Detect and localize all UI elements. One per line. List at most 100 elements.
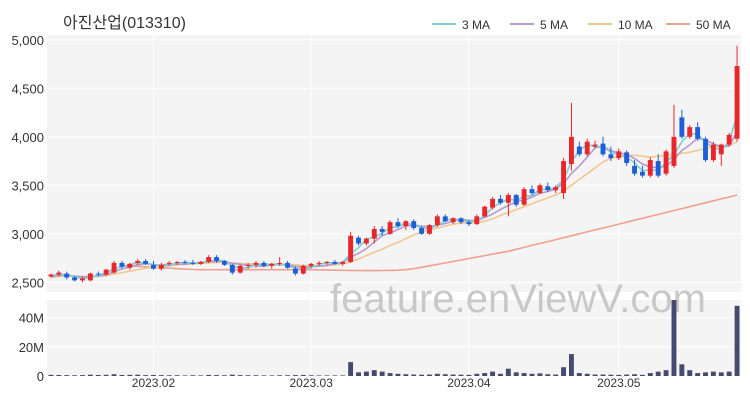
candle-body bbox=[221, 260, 227, 265]
volume-bar bbox=[64, 375, 70, 376]
candle-body bbox=[127, 263, 133, 268]
date-axis: 2023.02 2023.03 2023.04 2023.05 bbox=[132, 376, 641, 390]
volume-bar bbox=[450, 374, 456, 376]
volume-bar bbox=[521, 373, 527, 376]
ma5-line bbox=[50, 131, 738, 278]
volume-bar bbox=[474, 373, 480, 376]
candle-body bbox=[316, 262, 322, 264]
candle-body bbox=[332, 261, 338, 264]
volume-bar bbox=[411, 374, 417, 376]
volume-bar bbox=[679, 364, 685, 376]
volume-bar bbox=[545, 374, 551, 376]
volume-bar bbox=[632, 374, 637, 376]
volume-bar bbox=[600, 374, 606, 376]
volume-bar bbox=[48, 374, 54, 376]
volume-bar bbox=[229, 374, 235, 376]
volume-bar bbox=[498, 373, 503, 376]
candle-body bbox=[734, 66, 740, 139]
candle-body bbox=[285, 262, 290, 268]
volume-bar bbox=[174, 375, 180, 376]
volume-bar bbox=[332, 375, 338, 376]
volume-bar bbox=[182, 375, 188, 376]
volume-bar bbox=[143, 375, 149, 376]
candle-body bbox=[568, 136, 574, 164]
volume-bar bbox=[135, 374, 141, 376]
candle-body bbox=[529, 189, 535, 194]
volume-bar bbox=[576, 373, 582, 376]
candle-body bbox=[48, 274, 54, 277]
legend-label: 3 MA bbox=[462, 18, 490, 32]
legend-label: 50 MA bbox=[696, 18, 731, 32]
volume-bar bbox=[616, 374, 622, 376]
candle-body bbox=[300, 265, 306, 274]
candle-body bbox=[608, 154, 614, 159]
candle-body bbox=[703, 138, 708, 161]
candle-body bbox=[56, 272, 62, 275]
candle-body bbox=[482, 206, 488, 217]
candle-body bbox=[229, 264, 235, 273]
volume-bar bbox=[111, 374, 117, 376]
candle-body bbox=[379, 228, 385, 232]
volume-bar bbox=[261, 375, 267, 376]
volume-bar bbox=[726, 371, 732, 376]
volume-bar bbox=[663, 370, 669, 376]
volume-bar bbox=[395, 373, 401, 376]
volume-bar bbox=[119, 374, 125, 376]
volume-bar bbox=[269, 375, 275, 376]
volume-bar bbox=[316, 375, 322, 376]
volume-bar bbox=[285, 375, 290, 376]
candle-body bbox=[726, 134, 732, 145]
candle-body bbox=[356, 237, 361, 244]
volume-bar bbox=[592, 374, 598, 376]
volume-bar bbox=[214, 375, 220, 376]
candle-body bbox=[387, 222, 393, 234]
candle-body bbox=[584, 141, 590, 155]
candle-body bbox=[466, 222, 472, 225]
candle-body bbox=[269, 263, 275, 266]
candle-body bbox=[198, 261, 204, 264]
volume-bar bbox=[505, 368, 511, 376]
volume-bar bbox=[387, 373, 393, 376]
volume-bar bbox=[95, 374, 101, 376]
volume-bar bbox=[363, 371, 369, 376]
candle-body bbox=[190, 262, 196, 264]
candle-body bbox=[119, 262, 125, 267]
volume-bar bbox=[198, 375, 204, 376]
volume-bar bbox=[356, 372, 361, 376]
price-panel bbox=[47, 35, 741, 292]
legend: 3 MA 5 MA 10 MA 50 MA bbox=[432, 18, 731, 32]
volume-bar bbox=[419, 374, 425, 376]
candle-body bbox=[537, 185, 543, 194]
date-tick-label: 2023.03 bbox=[289, 376, 333, 390]
volume-bar bbox=[537, 373, 543, 376]
date-tick-label: 2023.04 bbox=[447, 376, 491, 390]
volume-bar bbox=[166, 375, 172, 376]
candle-body bbox=[87, 273, 93, 281]
volume-bar bbox=[561, 367, 567, 376]
volume-bar bbox=[371, 370, 377, 376]
volume-bar bbox=[340, 375, 346, 376]
volume-bar bbox=[734, 305, 740, 376]
volume-tick-label: 0 bbox=[37, 369, 44, 384]
volume-bar bbox=[151, 374, 156, 376]
candle-body bbox=[710, 144, 716, 161]
candle-body bbox=[308, 263, 314, 266]
volume-bar bbox=[703, 372, 708, 376]
volume-bar bbox=[466, 374, 472, 376]
candle-body bbox=[513, 195, 519, 205]
legend-label: 5 MA bbox=[540, 18, 568, 32]
candle-body bbox=[427, 225, 432, 234]
volume-bar bbox=[292, 375, 298, 376]
candle-body bbox=[135, 260, 141, 263]
volume-bar bbox=[513, 372, 519, 376]
volume-bar bbox=[87, 374, 93, 376]
candle-body bbox=[671, 136, 677, 166]
volume-bar bbox=[671, 300, 677, 376]
candle-body bbox=[521, 189, 527, 205]
volume-bar bbox=[403, 374, 409, 376]
candle-body bbox=[182, 261, 188, 263]
candle-body bbox=[166, 262, 172, 264]
volume-bar bbox=[103, 374, 109, 376]
candle-body bbox=[639, 171, 645, 176]
volume-bar bbox=[56, 374, 62, 376]
